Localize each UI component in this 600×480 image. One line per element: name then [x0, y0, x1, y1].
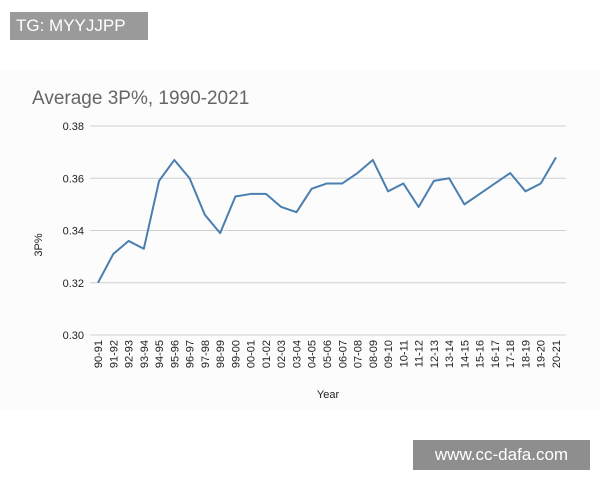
x-tick-label: 03-04: [291, 340, 303, 368]
x-tick-label: 11-12: [414, 340, 426, 367]
y-tick-label: 0.32: [63, 278, 84, 290]
x-tick-label: 13-14: [444, 340, 456, 368]
chart-panel: Average 3P%, 1990-2021 0.30 0.32 0.34 0.36 0.…: [0, 70, 600, 410]
x-axis-label: Year: [317, 389, 340, 401]
y-tick-label: 0.34: [63, 226, 84, 238]
y-tick-label: 0.36: [63, 173, 84, 185]
x-tick-label: 17-18: [505, 340, 517, 368]
x-tick-label: 94-95: [154, 340, 166, 368]
x-tick-label: 08-09: [368, 340, 380, 368]
chart-title: Average 3P%, 1990-2021: [32, 88, 249, 109]
watermark-top-left: TG: MYYJJPP: [10, 12, 148, 40]
x-tick-label: 15-16: [475, 340, 487, 368]
x-tick-label: 92-93: [124, 340, 136, 368]
x-tick-label: 18-19: [520, 340, 532, 368]
x-tick-label: 99-00: [230, 340, 242, 368]
x-tick-label: 98-99: [215, 340, 227, 368]
x-tick-label: 91-92: [108, 340, 120, 368]
y-axis-label: 3P%: [33, 233, 45, 256]
x-tick-label: 07-08: [353, 340, 365, 368]
x-tick-label: 09-10: [383, 340, 395, 368]
x-tick-label: 00-01: [246, 340, 258, 368]
watermark-bottom-right: www.cc-dafa.com: [413, 440, 590, 470]
x-tick-label: 95-96: [169, 340, 181, 368]
series-line: [97, 156, 557, 284]
y-tick-label: 0.30: [63, 330, 84, 342]
x-tick-label: 93-94: [139, 340, 151, 368]
x-tick-label: 04-05: [307, 340, 319, 368]
x-tick-label: 19-20: [536, 340, 548, 368]
x-tick-label: 20-21: [551, 340, 563, 368]
x-tick-label: 05-06: [322, 340, 334, 368]
x-tick-label: 10-11: [398, 340, 410, 367]
x-tick-label: 96-97: [185, 340, 197, 368]
x-tick-label: 01-02: [261, 340, 273, 368]
line-chart: Average 3P%, 1990-2021 0.30 0.32 0.34 0.36 0.…: [32, 88, 566, 401]
x-tick-label: 16-17: [490, 340, 502, 368]
x-tick-label: 90-91: [93, 340, 105, 368]
x-tick-label: 02-03: [276, 340, 288, 368]
x-tick-label: 97-98: [200, 340, 212, 368]
x-tick-label: 12-13: [429, 340, 441, 368]
x-tick-label: 06-07: [337, 340, 349, 368]
y-tick-label: 0.38: [63, 121, 84, 133]
x-tick-label: 14-15: [459, 340, 471, 368]
